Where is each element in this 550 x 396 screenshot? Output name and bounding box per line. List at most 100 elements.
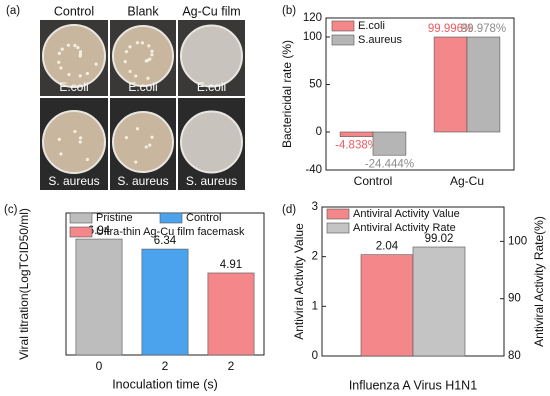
x-axis-label: Inoculation time (s) xyxy=(112,377,218,391)
petri-dish xyxy=(112,111,174,173)
colony xyxy=(60,47,64,51)
photo-grid: Control Blank Ag-Cu film E.coli E.coli E.coli… xyxy=(40,4,245,190)
colony xyxy=(67,72,71,77)
petri-dish xyxy=(42,24,106,88)
x-tick-label: Control xyxy=(354,174,393,188)
y-axis-label: Bactericidal rate (%) xyxy=(280,40,294,148)
colony xyxy=(134,74,138,78)
column-label: Control xyxy=(54,4,94,18)
colony xyxy=(59,66,63,70)
y2-tick-label: 90 xyxy=(508,293,521,305)
panel-label: (a) xyxy=(6,5,20,17)
colony xyxy=(78,136,83,140)
colony xyxy=(78,140,82,144)
photo-label: E.coli xyxy=(59,80,88,94)
colony xyxy=(57,51,61,56)
y-axis-label: Antiviral Activity Value xyxy=(292,223,306,340)
y-tick-label: 100 xyxy=(303,31,322,43)
column-label: Blank xyxy=(127,4,159,18)
photo-label: E.coli xyxy=(197,80,226,94)
legend-swatch xyxy=(326,222,350,234)
colony xyxy=(78,74,82,78)
y-tick-label: 0 xyxy=(312,350,318,362)
y-tick-label: 3 xyxy=(312,201,318,213)
bar xyxy=(75,238,123,356)
plot-frame xyxy=(325,17,515,171)
legend-swatch xyxy=(331,20,355,32)
photo-label: E.coli xyxy=(128,80,157,94)
legend-swatch xyxy=(69,226,93,238)
y2-axis-label: Antiviral Activity Rate(%) xyxy=(532,216,546,347)
colony xyxy=(146,76,150,80)
bar xyxy=(466,36,501,133)
colony xyxy=(66,43,71,47)
x-axis-label: Influenza A Virus H1N1 xyxy=(349,378,477,392)
legend-swatch xyxy=(326,208,350,220)
legend-swatch xyxy=(69,212,93,224)
colony xyxy=(94,62,98,66)
y-tick-label: 120 xyxy=(303,12,322,24)
y-axis-label: Viral titration(LogTCID50/ml) xyxy=(17,208,31,360)
value-label: -24.444% xyxy=(365,158,414,170)
photo-label: S. aureus xyxy=(48,174,99,188)
colony xyxy=(73,43,77,48)
colony xyxy=(134,160,138,164)
colony xyxy=(78,53,82,57)
y-tick-label: 1 xyxy=(312,300,318,312)
chart-panel: (d) 0 1 2 3 80 90 100 Antiviral Activity Value An… xyxy=(282,201,546,392)
value-label: 4.91 xyxy=(220,259,242,271)
panel-label: (d) xyxy=(282,204,296,216)
y-tick-label: 50 xyxy=(309,79,322,91)
colony xyxy=(147,44,151,48)
colony xyxy=(150,53,154,57)
colony xyxy=(148,57,152,61)
colony xyxy=(124,50,129,54)
x-tick-label: 2 xyxy=(162,359,169,373)
value-label: 6.34 xyxy=(154,235,177,247)
colony xyxy=(73,129,77,134)
colony xyxy=(128,45,132,49)
value-label: 99.996% xyxy=(428,23,473,35)
y2-tick-label: 100 xyxy=(508,235,527,247)
bar xyxy=(360,254,414,357)
y-tick-label: 0 xyxy=(316,126,322,138)
photo-label: S. aureus xyxy=(117,174,168,188)
bar xyxy=(412,246,466,357)
y-tick-label: 2 xyxy=(312,251,318,263)
legend-label: Antiviral Activity Rate xyxy=(353,222,456,234)
y-tick-label: -40 xyxy=(305,164,322,176)
legend-label: Pristine xyxy=(96,212,133,224)
bar xyxy=(141,248,189,356)
chart-panel: (b) -40 0 50 100 120 Bactericidal rate (%) Cont… xyxy=(280,5,515,188)
legend-swatch xyxy=(331,34,355,46)
value-label: 99.978% xyxy=(461,23,506,35)
colony xyxy=(123,60,127,64)
colony xyxy=(57,137,61,142)
colony xyxy=(150,135,154,139)
photo-label: S. aureus xyxy=(186,174,237,188)
bar xyxy=(207,272,255,356)
bar xyxy=(372,131,407,156)
colony xyxy=(145,58,150,63)
petri-dish xyxy=(180,24,243,88)
colony xyxy=(124,136,129,140)
bar xyxy=(433,36,468,133)
colony xyxy=(144,145,148,149)
x-tick-label: 2 xyxy=(228,359,235,373)
value-label: 99.02 xyxy=(425,233,454,245)
colony xyxy=(85,71,89,76)
legend-label: Antiviral Activity Value xyxy=(353,208,460,220)
column-label: Ag-Cu film xyxy=(182,4,240,18)
value-label: 6.94 xyxy=(88,225,111,237)
legend-label: Ultra-thin Ag-Cu film facemask xyxy=(96,226,245,238)
value-label: 2.04 xyxy=(376,241,399,253)
petri-dish xyxy=(42,110,106,174)
colony xyxy=(135,41,140,45)
legend-label: S.aureus xyxy=(358,34,403,46)
value-label: -4.838% xyxy=(335,140,378,152)
legend-swatch xyxy=(159,212,183,224)
colony xyxy=(57,60,61,64)
legend-label: Control xyxy=(186,212,221,224)
colony xyxy=(150,49,154,53)
